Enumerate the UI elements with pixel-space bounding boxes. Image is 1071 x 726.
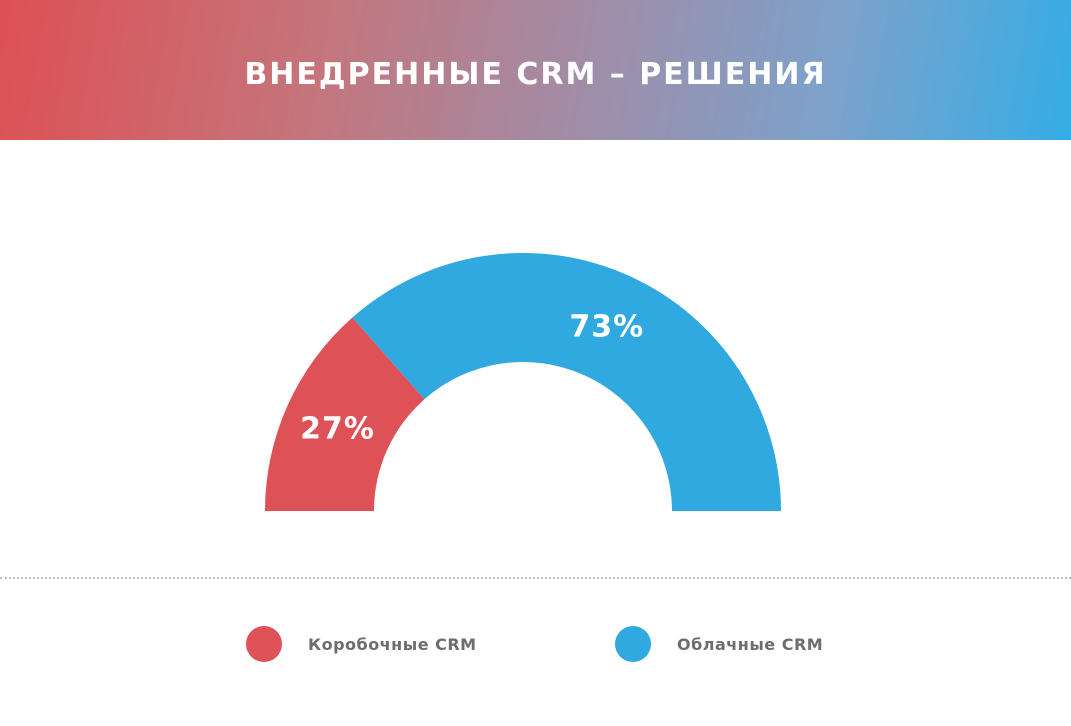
page-title: ВНЕДРЕННЫЕ CRM – РЕШЕНИЯ	[244, 57, 827, 92]
legend-swatch-boxed	[246, 626, 282, 662]
chart-data-label-1: 73%	[569, 310, 644, 345]
legend-label-boxed: Коробочные CRM	[308, 634, 477, 654]
divider	[0, 577, 1071, 579]
header-banner	[0, 0, 1071, 140]
legend-label-cloud: Облачные CRM	[677, 634, 824, 654]
chart-data-label-0: 27%	[300, 411, 375, 446]
chart-slice-1	[352, 252, 781, 511]
legend-item-boxed: Коробочные CRM	[246, 624, 477, 664]
chart-slice-0	[265, 317, 425, 511]
legend-item-cloud: Облачные CRM	[615, 624, 823, 664]
legend-swatch-cloud	[615, 626, 651, 662]
